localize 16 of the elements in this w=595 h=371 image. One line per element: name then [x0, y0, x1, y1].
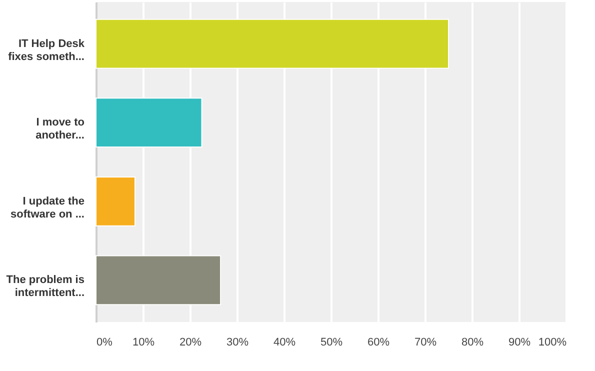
y-tick-label: I update the software on ...	[10, 195, 84, 220]
x-tick-label: 100%	[538, 336, 567, 348]
x-tick-label: 30%	[226, 336, 249, 348]
x-tick-label: 90%	[508, 336, 531, 348]
x-tick-label: 50%	[320, 336, 343, 348]
x-tick-label: 60%	[367, 336, 390, 348]
x-tick-label: 40%	[273, 336, 296, 348]
x-tick-label: 70%	[414, 336, 437, 348]
x-tick-label: 80%	[461, 336, 484, 348]
x-tick-label: 10%	[132, 336, 155, 348]
x-tick-label: 20%	[179, 336, 202, 348]
x-tick-label: 0%	[96, 336, 113, 348]
bar	[96, 176, 136, 226]
y-tick-label: The problem is intermittent...	[6, 274, 84, 300]
y-tick-label: IT Help Desk fixes someth...	[8, 38, 86, 63]
y-tick-label: I move to another...	[36, 116, 85, 142]
